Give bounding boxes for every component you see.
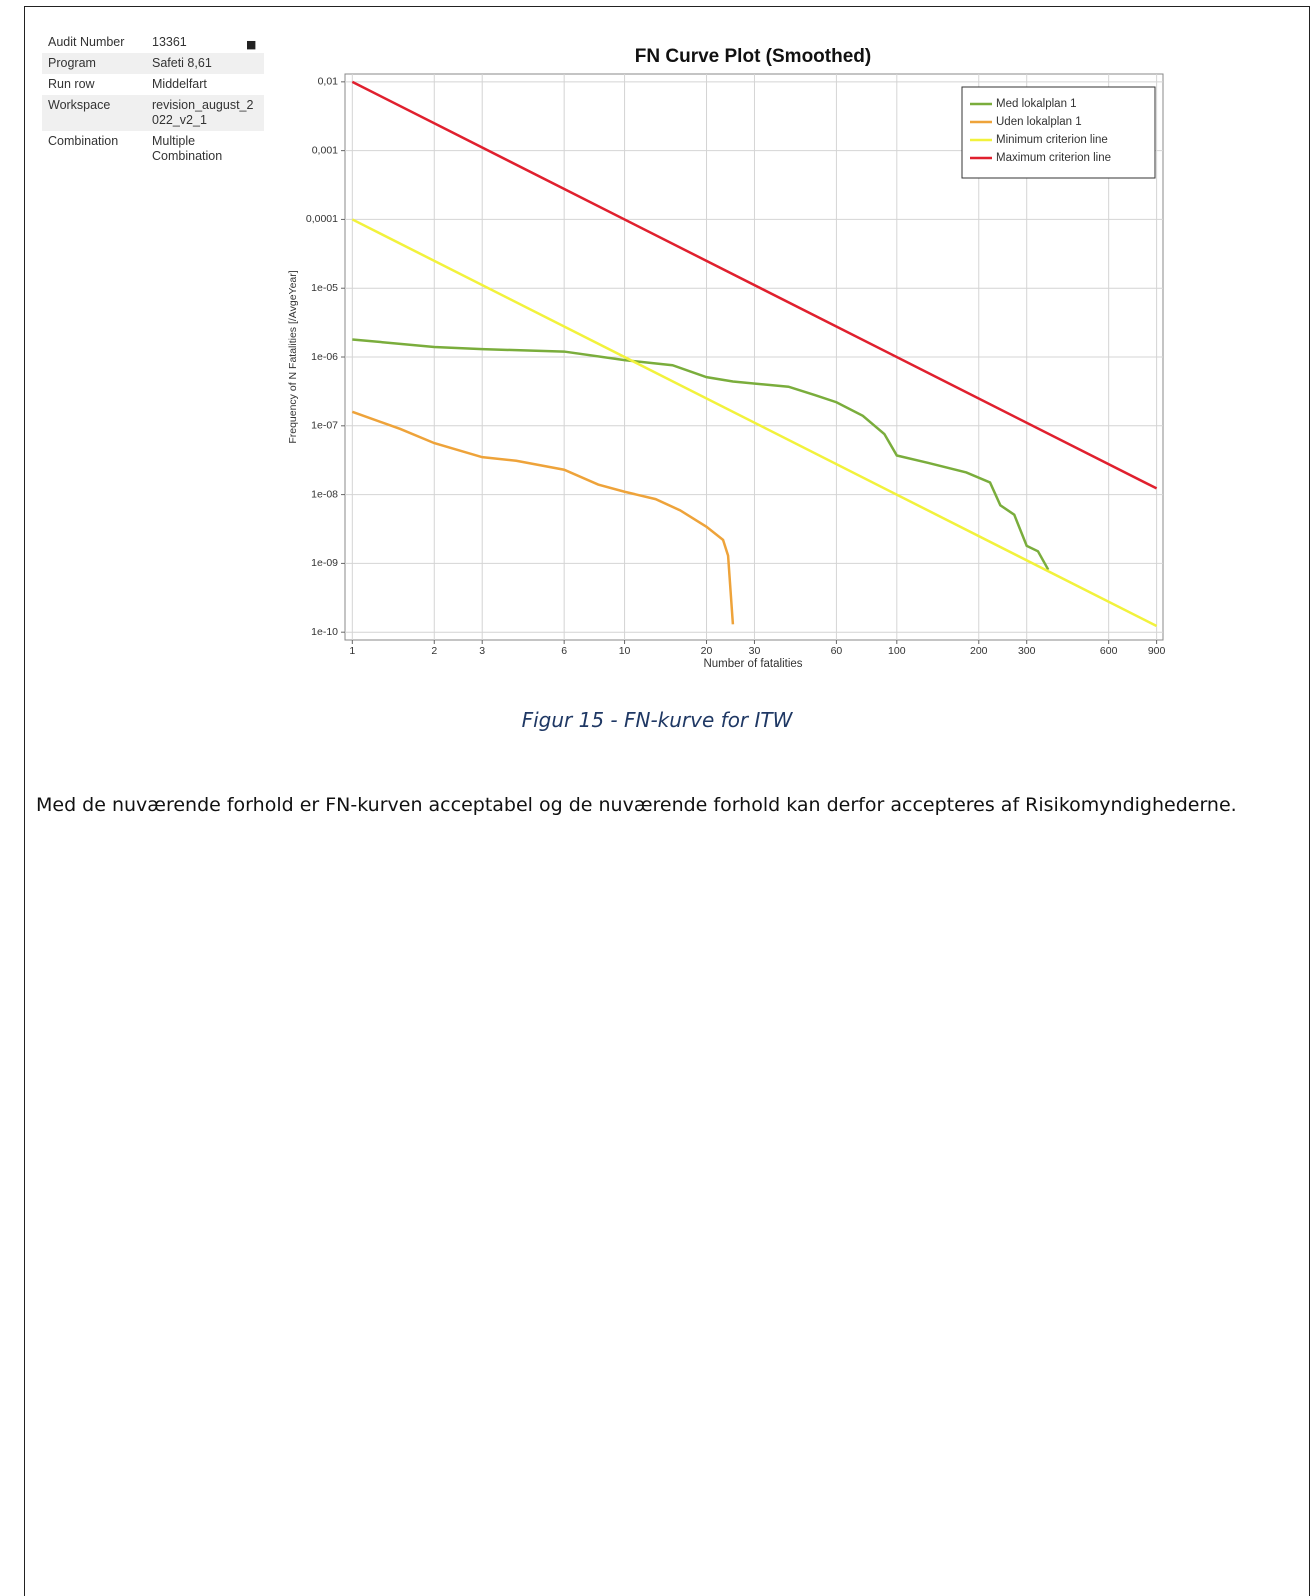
x-tick-label: 3	[479, 645, 485, 657]
body-paragraph: Med de nuværende forhold er FN-kurven ac…	[36, 794, 1237, 816]
info-key: Combination	[48, 134, 119, 148]
info-table: Audit Number 13361 Program Safeti 8,61 Run…	[42, 32, 264, 167]
y-tick-label: 0,01	[318, 76, 339, 88]
y-tick-label: 0,0001	[306, 213, 338, 225]
info-value: Multiple Combination	[152, 134, 223, 163]
info-row: Program Safeti 8,61	[42, 53, 264, 74]
chart: FN Curve Plot (Smoothed) Number of fatal…	[287, 46, 1166, 670]
x-tick-label: 30	[749, 645, 761, 657]
y-tick-label: 1e-09	[311, 557, 338, 569]
info-value: 13361	[152, 35, 187, 49]
pin-icon[interactable]: ■	[246, 38, 257, 51]
info-key: Run row	[48, 77, 95, 91]
series-line	[352, 338, 1050, 571]
chart-title: FN Curve Plot (Smoothed)	[635, 46, 871, 67]
y-axis-title: Frequency of N Fatalities [/AvgeYear]	[287, 270, 299, 443]
info-key: Workspace	[42, 95, 146, 131]
x-tick-label: 600	[1100, 645, 1118, 657]
figure-caption: Figur 15 - FN-kurve for ITW	[521, 708, 793, 732]
series-line	[351, 218, 1158, 628]
x-tick-label: 300	[1018, 645, 1036, 657]
legend-label: Uden lokalplan 1	[996, 116, 1082, 128]
x-tick-label: 100	[888, 645, 906, 657]
info-key: Program	[42, 53, 146, 74]
legend-label: Minimum criterion line	[996, 134, 1108, 146]
legend-label: Maximum criterion line	[996, 152, 1111, 164]
x-tick-label: 20	[701, 645, 713, 657]
x-tick-label: 900	[1148, 645, 1166, 657]
y-tick-label: 1e-10	[311, 626, 338, 638]
info-row: Run row Middelfart	[42, 74, 264, 95]
series-line	[351, 80, 1158, 490]
x-tick-label: 6	[561, 645, 567, 657]
info-value: Middelfart	[152, 77, 207, 91]
info-value: Safeti 8,61	[146, 53, 264, 74]
page-frame	[24, 6, 1310, 1596]
x-tick-label: 1	[349, 645, 355, 657]
info-key: Audit Number	[48, 35, 125, 49]
info-value: revision_august_2022_v2_1	[146, 95, 264, 131]
info-row: Audit Number 13361	[42, 32, 264, 53]
x-tick-label: 10	[619, 645, 631, 657]
legend-box	[961, 86, 1156, 179]
y-tick-label: 1e-07	[311, 420, 338, 432]
series-line	[351, 410, 735, 625]
x-tick-label: 2	[431, 645, 437, 657]
y-tick-label: 1e-06	[311, 351, 338, 363]
legend-label: Med lokalplan 1	[996, 98, 1077, 110]
x-axis-title: Number of fatalities	[703, 658, 802, 670]
y-tick-label: 1e-08	[311, 488, 338, 500]
info-row: Workspace revision_august_2022_v2_1	[42, 95, 264, 131]
y-tick-label: 1e-05	[311, 282, 338, 294]
info-row: Combination Multiple Combination	[42, 131, 264, 167]
x-tick-label: 60	[831, 645, 843, 657]
x-tick-label: 200	[970, 645, 988, 657]
y-tick-label: 0,001	[312, 144, 338, 156]
